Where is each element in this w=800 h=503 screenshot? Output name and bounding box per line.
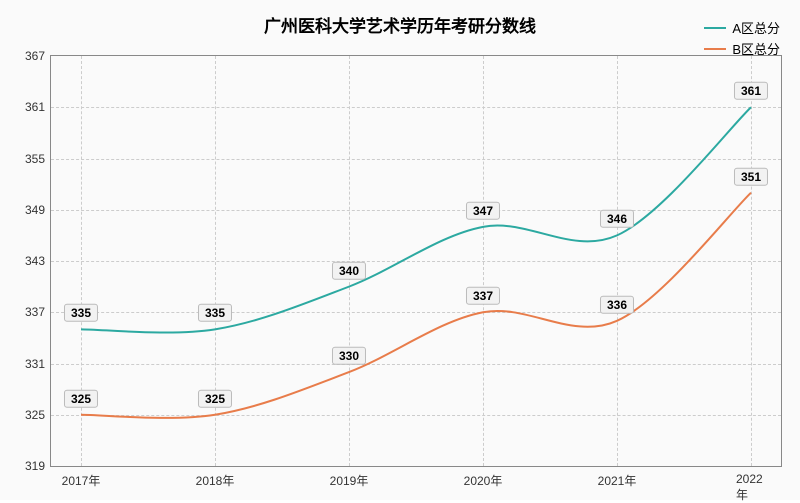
x-tick-label: 2018年 [196, 466, 235, 489]
legend-swatch [704, 27, 726, 29]
data-label: 361 [734, 82, 768, 100]
y-tick-label: 319 [25, 459, 51, 473]
y-tick-label: 349 [25, 203, 51, 217]
x-tick-label: 2017年 [62, 466, 101, 489]
x-tick-label: 2022年 [736, 466, 766, 503]
y-tick-label: 331 [25, 357, 51, 371]
data-label: 340 [332, 261, 366, 279]
series-svg [51, 56, 781, 466]
data-label: 335 [198, 304, 232, 322]
chart-container: 广州医科大学艺术学历年考研分数线 A区总分B区总分 31932533133734… [0, 0, 800, 500]
data-label: 337 [466, 287, 500, 305]
y-tick-label: 343 [25, 254, 51, 268]
series-line [81, 193, 751, 418]
y-tick-label: 337 [25, 305, 51, 319]
y-tick-label: 367 [25, 49, 51, 63]
x-tick-label: 2019年 [330, 466, 369, 489]
data-label: 346 [600, 210, 634, 228]
legend-swatch [704, 48, 726, 50]
data-label: 336 [600, 296, 634, 314]
y-tick-label: 361 [25, 100, 51, 114]
data-label: 325 [64, 390, 98, 408]
data-label: 335 [64, 304, 98, 322]
x-tick-label: 2021年 [598, 466, 637, 489]
x-tick-label: 2020年 [464, 466, 503, 489]
data-label: 347 [466, 202, 500, 220]
plot-area: 3193253313373433493553613672017年2018年201… [50, 55, 782, 467]
data-label: 330 [332, 347, 366, 365]
y-tick-label: 355 [25, 152, 51, 166]
chart-title: 广州医科大学艺术学历年考研分数线 [0, 12, 800, 37]
y-tick-label: 325 [25, 408, 51, 422]
legend: A区总分B区总分 [704, 18, 780, 60]
data-label: 325 [198, 390, 232, 408]
legend-item: A区总分 [704, 18, 780, 37]
legend-label: A区总分 [732, 18, 780, 37]
data-label: 351 [734, 167, 768, 185]
